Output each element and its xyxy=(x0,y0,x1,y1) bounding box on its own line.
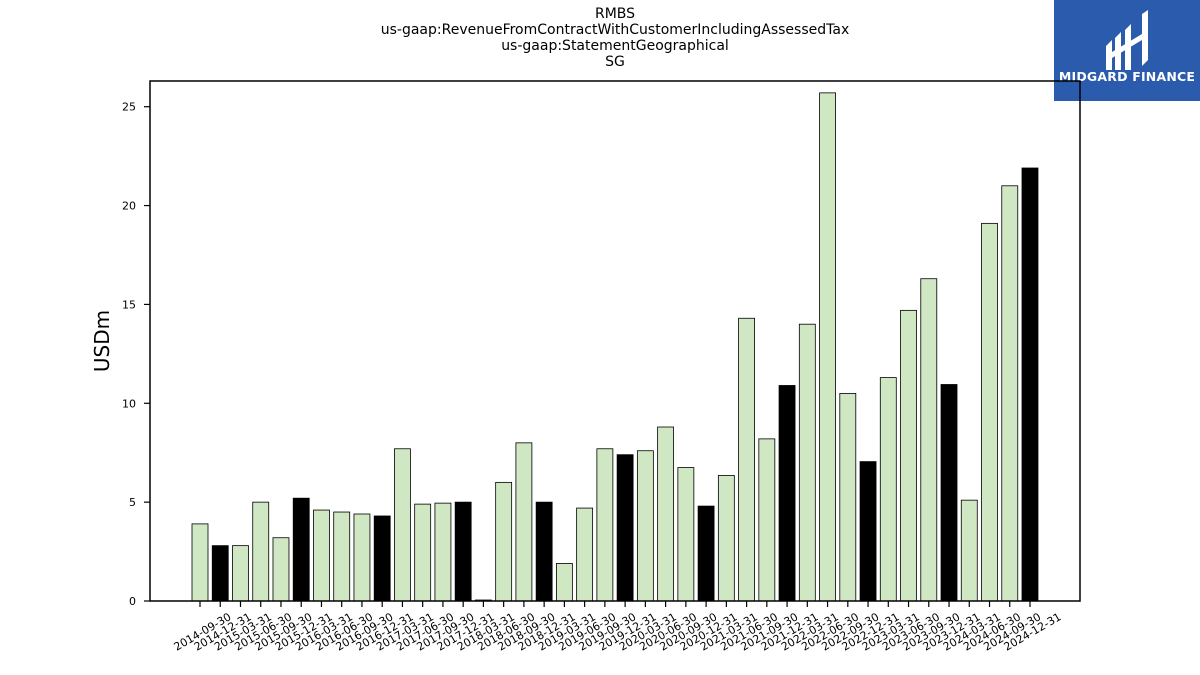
y-tick-label: 0 xyxy=(129,595,136,608)
bar-2020-12-31 xyxy=(697,505,715,602)
bar-2022-09-30 xyxy=(839,392,857,602)
y-tick-label: 15 xyxy=(122,298,136,311)
title-line-2: us-gaap:RevenueFromContractWithCustomerI… xyxy=(380,22,850,38)
y-axis-label: USDm xyxy=(90,310,114,372)
bar-2022-12-31 xyxy=(859,461,877,602)
bar-2021-09-30 xyxy=(758,438,776,602)
bar-2024-09-30 xyxy=(1001,185,1019,602)
chart-title: RMBS us-gaap:RevenueFromContractWithCust… xyxy=(150,6,1080,70)
y-tick-label: 10 xyxy=(122,397,136,410)
bar-2014-12-31 xyxy=(211,545,229,602)
bar-2018-09-30 xyxy=(515,442,533,602)
y-tick-label: 25 xyxy=(122,101,136,114)
bar-2023-12-31 xyxy=(940,384,958,602)
bar-2015-06-30 xyxy=(252,501,270,602)
bar-2015-09-30 xyxy=(272,537,290,602)
bar-2024-03-31 xyxy=(960,499,978,602)
bar-2018-06-30 xyxy=(495,481,513,602)
bar-2019-03-31 xyxy=(555,563,573,602)
bar-2017-09-30 xyxy=(434,502,452,602)
bar-2020-09-30 xyxy=(677,467,695,602)
bar-2015-03-31 xyxy=(232,545,249,602)
bar-2019-06-30 xyxy=(576,507,594,602)
bar-2023-09-30 xyxy=(920,278,938,602)
midgard-finance-logo: MIDGARD FINANCE xyxy=(1054,0,1200,101)
bar-2018-12-31 xyxy=(535,501,553,602)
title-line-1: RMBS xyxy=(594,6,636,22)
bar-2016-09-30 xyxy=(353,513,371,602)
bar-2017-06-30 xyxy=(414,503,432,602)
bar-2017-12-31 xyxy=(454,501,472,602)
bar-2020-03-31 xyxy=(636,450,654,602)
bar-2021-03-31 xyxy=(717,475,735,602)
bar-2022-06-30 xyxy=(819,92,836,602)
bar-2017-03-31 xyxy=(394,448,411,602)
bar-2016-06-30 xyxy=(333,511,351,602)
y-tick-label: 20 xyxy=(122,200,136,213)
bar-2016-03-31 xyxy=(313,509,330,602)
bar-2021-06-30 xyxy=(738,317,755,602)
logo-mark-icon xyxy=(1106,10,1148,70)
bar-2015-12-31 xyxy=(292,497,310,602)
bar-2023-06-30 xyxy=(900,309,917,602)
bar-2022-03-31 xyxy=(798,323,816,602)
logo-text: MIDGARD FINANCE xyxy=(1058,69,1196,84)
y-tick-label: 5 xyxy=(129,496,136,509)
bar-2021-12-31 xyxy=(778,385,796,602)
bar-2020-06-30 xyxy=(657,426,675,602)
title-line-4: SG xyxy=(605,54,625,70)
bar-2024-06-30 xyxy=(981,222,998,602)
bar-2019-09-30 xyxy=(596,448,614,602)
bar-2023-03-31 xyxy=(879,377,897,602)
plot-frame xyxy=(149,80,1081,602)
bar-2016-12-31 xyxy=(373,515,391,602)
title-line-3: us-gaap:StatementGeographical xyxy=(501,38,729,54)
bar-2024-12-31 xyxy=(1021,167,1039,602)
bar-2014-09-30 xyxy=(191,523,209,602)
bar-2019-12-31 xyxy=(616,454,634,602)
